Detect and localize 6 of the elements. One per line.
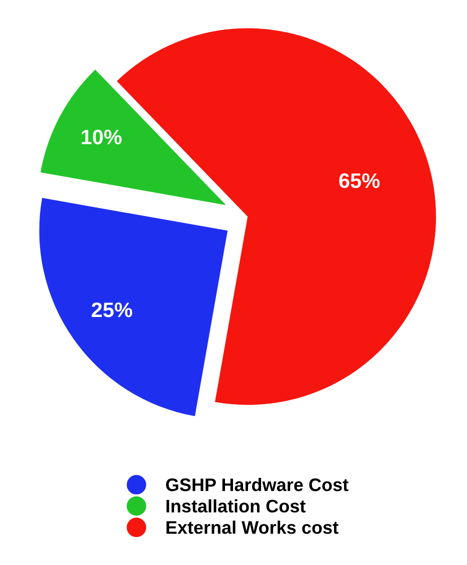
legend-label: Installation Cost <box>166 499 306 513</box>
data-label: 25% <box>92 302 132 318</box>
legend-label: External Works cost <box>166 520 338 534</box>
legend-label: GSHP Hardware Cost <box>166 478 348 492</box>
data-label: 65% <box>339 173 380 188</box>
data-label: 10% <box>82 130 122 144</box>
